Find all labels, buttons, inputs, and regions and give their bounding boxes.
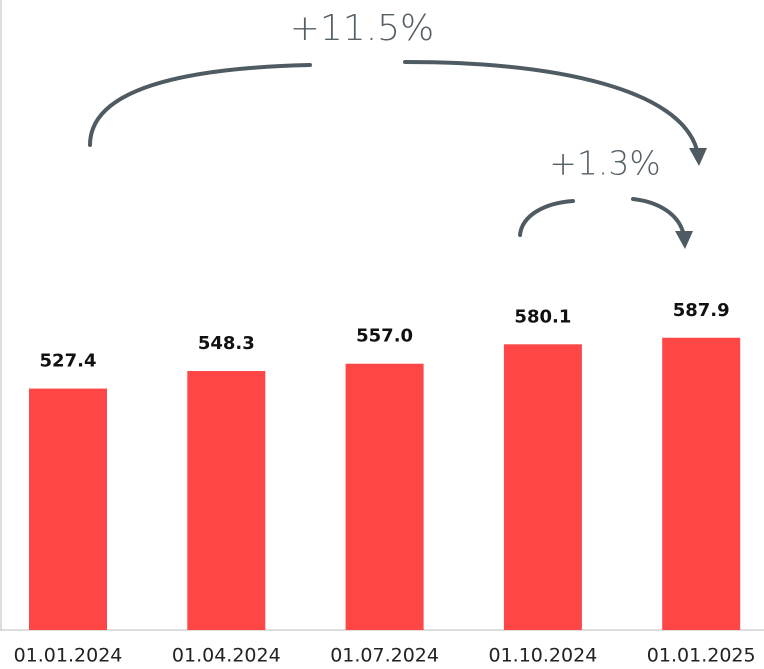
arc-small-right xyxy=(631,197,685,234)
arc-left xyxy=(88,63,312,147)
value-label: 557.0 xyxy=(356,326,413,347)
value-label: 580.1 xyxy=(514,306,571,327)
arrowhead xyxy=(675,231,693,249)
bar xyxy=(503,344,582,630)
x-tick-label: 01.07.2024 xyxy=(330,645,439,667)
x-tick-label: 01.01.2024 xyxy=(14,645,123,667)
value-label: 587.9 xyxy=(673,300,730,321)
annotation: +1.3% xyxy=(549,144,661,183)
arc-right xyxy=(403,60,699,152)
annotation: +11.5% xyxy=(290,8,435,49)
value-label: 548.3 xyxy=(198,333,255,354)
x-tick-label: 01.01.2025 xyxy=(647,645,756,667)
bar xyxy=(662,337,741,630)
bar xyxy=(29,388,107,630)
arc-small-left xyxy=(518,199,575,237)
x-tick-label: 01.04.2024 xyxy=(172,645,281,667)
arrowhead xyxy=(689,148,707,166)
bar xyxy=(187,371,266,630)
x-tick-label: 01.10.2024 xyxy=(489,645,598,667)
value-label: 527.4 xyxy=(40,351,97,372)
bar xyxy=(345,363,424,630)
